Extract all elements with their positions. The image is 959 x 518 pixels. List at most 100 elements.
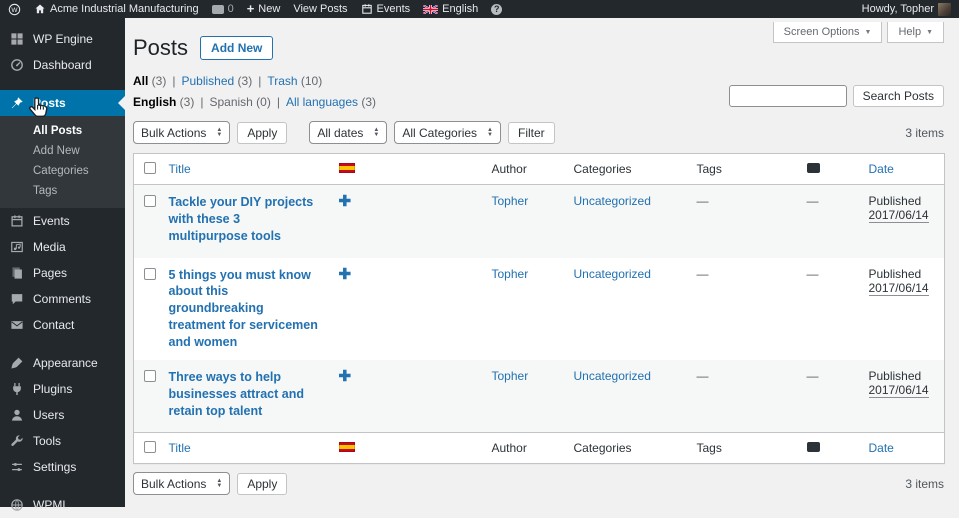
author-column-header: Author (484, 154, 566, 185)
status-filter-trash[interactable]: Trash (10) (267, 74, 322, 88)
tags-column-footer: Tags (689, 433, 799, 464)
sort-by-date-bottom[interactable]: Date (869, 441, 894, 455)
items-count-top: 3 items (905, 126, 944, 140)
sidebar-subitem-all-posts[interactable]: All Posts (0, 121, 125, 141)
help-button[interactable]: Help ▼ (887, 22, 944, 43)
sidebar-subitem-categories[interactable]: Categories (0, 161, 125, 181)
row-checkbox[interactable] (144, 370, 156, 382)
search-input[interactable] (729, 85, 847, 107)
post-date: 2017/06/14 (869, 208, 929, 223)
sidebar-subitem-add-new[interactable]: Add New (0, 141, 125, 161)
sidebar-item-label: Comments (33, 292, 91, 306)
screen-options-button[interactable]: Screen Options ▼ (773, 22, 883, 43)
row-checkbox[interactable] (144, 268, 156, 280)
sidebar-item-pages[interactable]: Pages (0, 260, 125, 286)
posts-table: Title Author Categories Tags Date Tackle… (133, 153, 945, 464)
all-categories-select[interactable]: All Categories ▲▼ (394, 121, 501, 144)
sidebar-item-comments[interactable]: Comments (0, 286, 125, 312)
sidebar-item-users[interactable]: Users (0, 402, 125, 428)
filter-count: (3) (234, 74, 252, 88)
status-filter-all[interactable]: All (3) (133, 74, 166, 88)
comments-column-icon (807, 442, 820, 452)
sidebar-item-events[interactable]: Events (0, 208, 125, 234)
post-title-link[interactable]: 5 things you must know about this ground… (169, 267, 323, 351)
sort-by-title[interactable]: Title (169, 162, 191, 176)
sidebar-item-label: Appearance (33, 356, 98, 370)
row-checkbox[interactable] (144, 195, 156, 207)
post-row-1: Tackle your DIY projects with these 3 mu… (134, 185, 945, 258)
sidebar-item-wp-engine[interactable]: WP Engine (0, 26, 125, 52)
status-filter-published[interactable]: Published (3) (181, 74, 252, 88)
category-link[interactable]: Uncategorized (574, 194, 651, 208)
select-all-checkbox-top[interactable] (144, 162, 156, 174)
table-body: Tackle your DIY projects with these 3 mu… (134, 185, 945, 433)
home-icon (34, 3, 46, 15)
all-dates-select[interactable]: All dates ▲▼ (309, 121, 387, 144)
search-posts-button[interactable]: Search Posts (853, 85, 944, 107)
post-title-link[interactable]: Tackle your DIY projects with these 3 mu… (169, 194, 323, 245)
sidebar-item-media[interactable]: Media (0, 234, 125, 260)
howdy-text: Howdy, Topher (862, 3, 934, 15)
sidebar-subitem-tags[interactable]: Tags (0, 181, 125, 201)
post-title-link[interactable]: Three ways to help businesses attract an… (169, 369, 323, 420)
sidebar-item-settings[interactable]: Settings (0, 454, 125, 480)
tags-value: — (697, 267, 709, 281)
category-link[interactable]: Uncategorized (574, 369, 651, 383)
wpengine-grid-icon (10, 32, 24, 46)
view-posts-link[interactable]: View Posts (293, 3, 347, 15)
sidebar-item-posts[interactable]: Posts (0, 90, 125, 116)
plus-icon: + (247, 2, 255, 15)
add-spanish-translation-icon[interactable]: ✚ (339, 368, 352, 385)
admin-bar-events[interactable]: Events (361, 3, 411, 15)
author-link[interactable]: Topher (492, 194, 529, 208)
screen-meta-links: Screen Options ▼ Help ▼ (773, 22, 944, 43)
author-link[interactable]: Topher (492, 369, 529, 383)
sidebar-item-label: Media (33, 240, 66, 254)
sidebar-item-dashboard[interactable]: Dashboard (0, 52, 125, 78)
category-link[interactable]: Uncategorized (574, 267, 651, 281)
sidebar-item-wpml[interactable]: WPML (0, 492, 125, 518)
items-count-bottom: 3 items (905, 477, 944, 491)
bulk-actions-select-bottom[interactable]: Bulk Actions ▲▼ (133, 472, 230, 495)
author-link[interactable]: Topher (492, 267, 529, 281)
comments-column-icon (807, 163, 820, 173)
table-footer: Title Author Categories Tags Date (134, 433, 945, 464)
globe-icon (10, 498, 24, 512)
settings-icon (10, 460, 24, 474)
add-new-button[interactable]: Add New (200, 36, 273, 60)
add-spanish-translation-icon[interactable]: ✚ (339, 193, 352, 210)
account-menu[interactable]: Howdy, Topher (862, 3, 951, 16)
envelope-icon (10, 318, 24, 332)
sidebar-item-contact[interactable]: Contact (0, 312, 125, 338)
pages-icon (10, 266, 24, 280)
tablenav-bottom: Bulk Actions ▲▼ Apply 3 items (133, 472, 944, 495)
new-content-menu[interactable]: + New (247, 3, 281, 15)
sort-arrows-icon: ▲▼ (487, 128, 493, 138)
sidebar-item-plugins[interactable]: Plugins (0, 376, 125, 402)
admin-bar-comments[interactable]: 0 (212, 3, 234, 15)
language-switcher-menu[interactable]: English (423, 3, 478, 15)
language-filter-english[interactable]: English (3) (133, 95, 194, 109)
sidebar-item-appearance[interactable]: Appearance (0, 350, 125, 376)
chevron-down-icon: ▼ (865, 29, 872, 36)
filter-button[interactable]: Filter (508, 122, 555, 144)
help-icon[interactable]: ? (491, 4, 502, 15)
filter-count: (3) (358, 95, 376, 109)
sidebar-item-label: Tools (33, 434, 61, 448)
select-all-checkbox-bottom[interactable] (144, 441, 156, 453)
apply-button-top[interactable]: Apply (237, 122, 287, 144)
post-status: Published (869, 267, 922, 281)
wordpress-logo-icon[interactable]: W (8, 3, 21, 16)
sort-by-title-bottom[interactable]: Title (169, 441, 191, 455)
bulk-actions-select[interactable]: Bulk Actions ▲▼ (133, 121, 230, 144)
add-spanish-translation-icon[interactable]: ✚ (339, 266, 352, 283)
categories-column-header: Categories (566, 154, 689, 185)
language-filter-all-languages[interactable]: All languages (3) (286, 95, 376, 109)
site-name-menu[interactable]: Acme Industrial Manufacturing (34, 3, 199, 15)
sidebar-item-tools[interactable]: Tools (0, 428, 125, 454)
chevron-down-icon: ▼ (926, 29, 933, 36)
tags-value: — (697, 369, 709, 383)
apply-button-bottom[interactable]: Apply (237, 473, 287, 495)
sort-by-date[interactable]: Date (869, 162, 894, 176)
